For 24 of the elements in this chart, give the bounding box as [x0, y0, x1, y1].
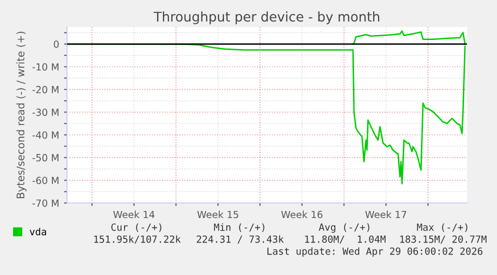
x-tick-label: Week 15 [197, 210, 238, 218]
chart-title: Throughput per device - by month [154, 11, 380, 24]
y-tick-label: -50 M [32, 154, 58, 162]
y-tick-label: 0 [54, 40, 59, 48]
text: 11.80M/ 1.04M [305, 235, 386, 244]
text: 183.15M/ 20.77M [400, 235, 486, 244]
legend-label: vda [30, 228, 46, 236]
y-tick-label: -20 M [32, 86, 58, 94]
text: Min (-/+) [214, 223, 264, 232]
y-tick-label: -30 M [32, 108, 58, 116]
x-tick-label: Week 17 [365, 210, 406, 218]
text: Cur (-/+) [111, 223, 162, 232]
y-tick-label: -10 M [32, 63, 58, 71]
text: 224.31 / 73.43k [196, 235, 284, 244]
y-axis-title: Bytes/second read (-) / write (+) [16, 32, 26, 198]
text: Last update: Wed Apr 29 06:00:02 2026 [267, 247, 482, 257]
y-tick-label: -40 M [32, 131, 58, 139]
x-tick-label: Week 16 [281, 210, 322, 218]
text: 151.95k/107.22k [94, 235, 181, 244]
y-tick-label: -70 M [32, 199, 58, 207]
y-tick-label: -60 M [32, 176, 58, 184]
text: Max (-/+) [417, 223, 468, 232]
x-tick-label: Week 14 [113, 210, 155, 218]
text: Avg (-/+) [318, 223, 370, 233]
